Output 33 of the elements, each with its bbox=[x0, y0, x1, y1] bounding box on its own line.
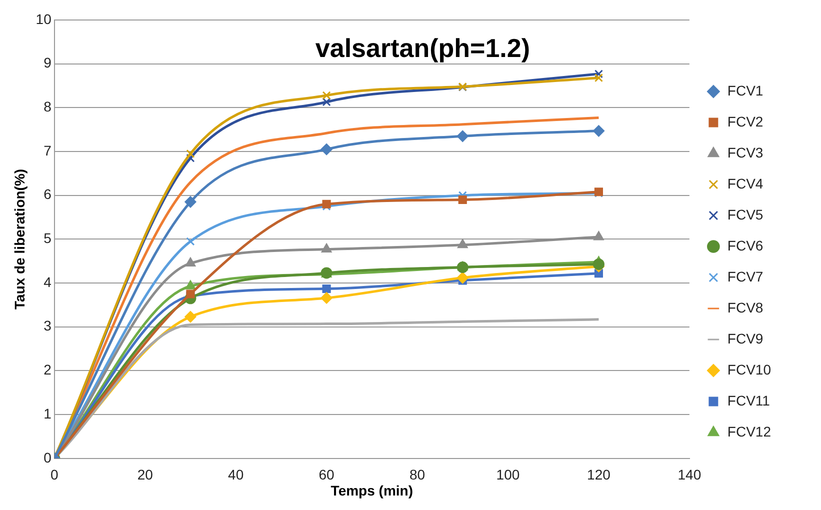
legend-label: FCV6 bbox=[727, 237, 764, 254]
y-tick-label: 7 bbox=[44, 142, 52, 158]
y-tick-label: 0 bbox=[44, 449, 52, 466]
y-tick-label: 10 bbox=[36, 10, 52, 27]
legend-label: FCV8 bbox=[727, 299, 764, 316]
y-tick-label: 5 bbox=[44, 230, 52, 246]
legend-label: FCV3 bbox=[727, 144, 764, 160]
y-axis-title: Taux de liberation(%) bbox=[11, 168, 28, 310]
y-tick-label: 2 bbox=[44, 362, 52, 378]
legend-label: FCV5 bbox=[727, 206, 764, 222]
x-tick-label: 120 bbox=[587, 466, 611, 483]
x-tick-label: 140 bbox=[678, 466, 702, 483]
text: valsartan(ph=1.2) bbox=[315, 33, 530, 64]
x-tick-label: 100 bbox=[496, 466, 520, 483]
y-tick-label: 6 bbox=[44, 186, 52, 202]
y-tick-label: 3 bbox=[44, 318, 52, 334]
legend-label: FCV7 bbox=[727, 268, 764, 284]
legend-label: FCV2 bbox=[727, 113, 764, 130]
legend-label: FCV12 bbox=[727, 423, 772, 440]
x-tick-label: 40 bbox=[228, 466, 244, 483]
x-tick-label: 80 bbox=[409, 466, 426, 483]
legend-label: FCV11 bbox=[727, 392, 770, 408]
legend-label: FCV1 bbox=[727, 82, 764, 98]
y-tick-label: 4 bbox=[44, 274, 52, 290]
legend-label: FCV9 bbox=[727, 330, 764, 346]
x-tick-label: 60 bbox=[318, 466, 335, 483]
y-tick-label: 8 bbox=[44, 98, 52, 115]
x-axis-title: Temps (min) bbox=[330, 482, 413, 498]
legend-label: FCV10 bbox=[727, 361, 772, 378]
x-tick-label: 20 bbox=[137, 466, 154, 483]
y-tick-label: 1 bbox=[44, 405, 52, 422]
y-tick-label: 9 bbox=[44, 54, 52, 71]
legend-label: FCV4 bbox=[727, 175, 764, 192]
